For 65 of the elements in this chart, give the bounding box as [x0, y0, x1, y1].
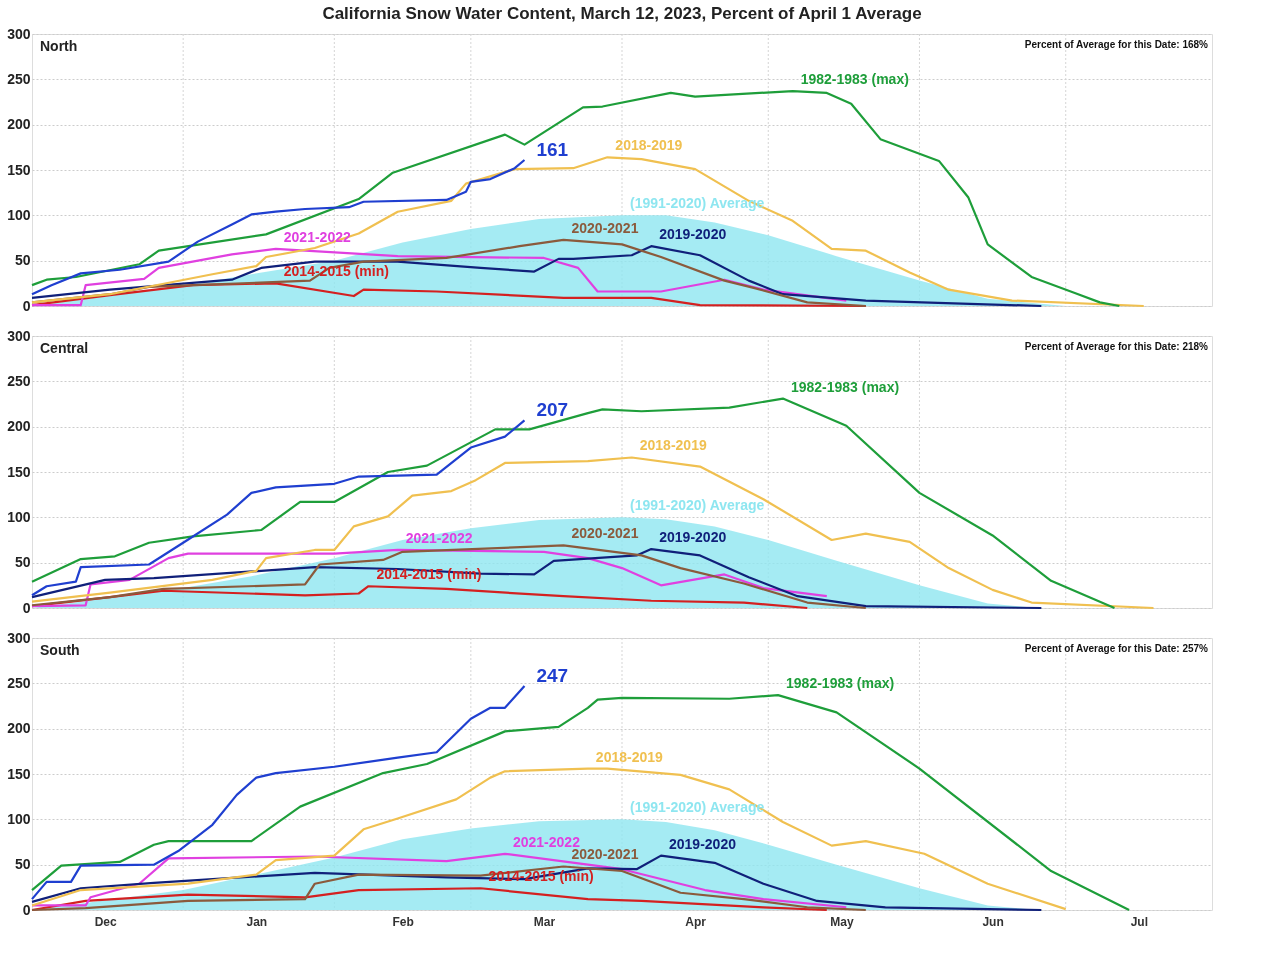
line-series — [30, 419, 526, 597]
chart-subtitle: North — [40, 38, 78, 54]
series-label: 2020-2021 — [571, 219, 639, 236]
y-tick-label: 100 — [7, 810, 31, 827]
line-series — [30, 397, 1116, 610]
series-label: 2021-2022 — [405, 529, 473, 546]
x-tick-label: Jun — [982, 914, 1004, 929]
y-tick-label: 200 — [7, 116, 31, 133]
y-tick-label: 200 — [7, 418, 31, 435]
y-tick-label: 200 — [7, 720, 31, 737]
line-series — [30, 547, 1043, 610]
chart-subtitle: South — [40, 642, 80, 658]
x-tick-label: Jan — [246, 914, 268, 929]
series-label: 2019-2020 — [659, 226, 727, 243]
y-tick-label: 100 — [7, 508, 31, 525]
y-tick-label: 250 — [7, 674, 31, 691]
line-series — [30, 158, 526, 296]
annotation: Percent of Average for this Date: 257% — [1024, 643, 1209, 654]
x-tick-label: Mar — [533, 914, 556, 929]
series-label: 2019-2020 — [669, 835, 737, 852]
line-series — [30, 865, 867, 912]
x-tick-label: Dec — [94, 914, 117, 929]
series-label: 2018-2019 — [615, 137, 683, 154]
x-tick-label: Feb — [392, 914, 414, 929]
series-label: 2018-2019 — [595, 748, 664, 765]
y-tick-label: 250 — [7, 372, 31, 389]
y-tick-label: 0 — [22, 901, 31, 918]
line-series — [30, 456, 1155, 610]
y-tick-label: 300 — [7, 629, 31, 646]
x-tick-label: May — [830, 914, 854, 929]
line-series — [30, 694, 1131, 912]
data-label: 247 — [536, 665, 569, 687]
y-tick-label: 0 — [22, 297, 31, 314]
series-label: 1982-1983 (max) — [786, 675, 895, 692]
x-tick-label: Jul — [1130, 914, 1149, 929]
line-series — [30, 245, 1043, 308]
series-label: (1991-2020) Average — [630, 497, 765, 514]
series-label: 1982-1983 (max) — [790, 378, 900, 395]
y-tick-label: 150 — [7, 765, 31, 782]
y-tick-label: 50 — [14, 252, 31, 269]
y-tick-label: 50 — [14, 554, 31, 571]
chart-title: California Snow Water Content, March 12, 2023, Percent of April 1 Average — [322, 4, 922, 23]
series-label: 2019-2020 — [659, 529, 727, 546]
line-series — [30, 767, 1067, 911]
series-label: 1982-1983 (max) — [800, 71, 909, 88]
annotation: Percent of Average for this Date: 218% — [1024, 341, 1209, 352]
data-label: 161 — [536, 139, 569, 161]
y-tick-label: 150 — [7, 161, 31, 178]
series-label: 2018-2019 — [639, 437, 707, 454]
y-tick-label: 300 — [7, 25, 31, 42]
y-tick-label: 300 — [7, 327, 31, 344]
series-label: 2021-2022 — [283, 228, 351, 245]
line-series — [30, 90, 1121, 308]
y-tick-label: 150 — [7, 463, 31, 480]
chart-subtitle: Central — [40, 340, 89, 356]
x-tick-label: Apr — [685, 914, 707, 929]
annotation: Percent of Average for this Date: 168% — [1024, 39, 1209, 50]
line-series — [30, 247, 848, 307]
y-tick-label: 0 — [22, 599, 31, 616]
y-tick-label: 250 — [7, 70, 31, 87]
y-tick-label: 50 — [14, 856, 31, 873]
data-label: 207 — [536, 399, 569, 421]
series-label: 2020-2021 — [571, 525, 639, 542]
y-tick-label: 100 — [7, 206, 31, 223]
line-series — [30, 156, 1145, 308]
